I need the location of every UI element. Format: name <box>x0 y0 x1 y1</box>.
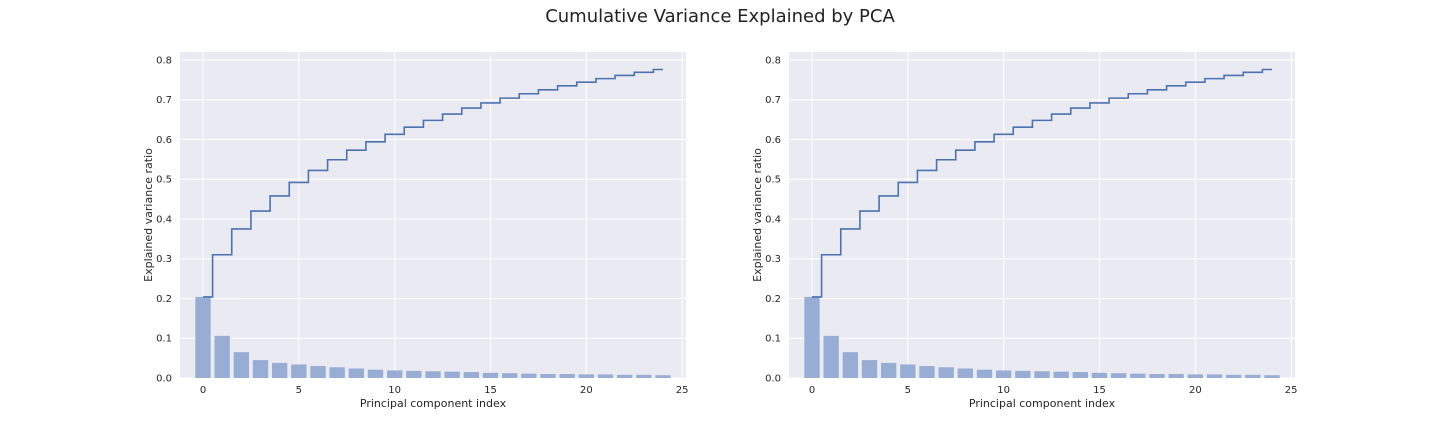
bar <box>406 370 422 378</box>
bar <box>1130 373 1146 378</box>
y-tick-label: 0.8 <box>156 55 172 66</box>
x-tick-label: 5 <box>905 385 911 396</box>
y-tick-label: 0.7 <box>765 95 781 106</box>
bar <box>233 352 249 378</box>
bar <box>502 373 518 378</box>
bar <box>1053 371 1069 378</box>
x-tick-label: 20 <box>580 385 593 396</box>
bar <box>1245 374 1261 378</box>
x-tick-labels: 0 5 10 15 20 25 <box>200 385 689 396</box>
bar-series <box>804 296 1280 378</box>
bar <box>919 366 935 378</box>
y-tick-label: 0.1 <box>156 334 172 345</box>
y-tick-label: 0.1 <box>765 334 781 345</box>
x-tick-label: 0 <box>809 385 815 396</box>
bar <box>559 374 575 378</box>
x-tick-label: 20 <box>1189 385 1202 396</box>
bar <box>655 375 671 378</box>
y-tick-label: 0.3 <box>156 254 172 265</box>
x-tick-label: 10 <box>388 385 401 396</box>
bar <box>367 369 384 378</box>
bar <box>387 370 403 378</box>
bar <box>976 369 993 378</box>
y-tick-label: 0.0 <box>156 374 172 385</box>
y-tick-label: 0.2 <box>156 294 172 305</box>
pca-chart-right: 0 5 10 15 20 25 0.0 0.1 0.2 0.3 0.4 0.5 0.6 0.7 0.8 Pri… <box>751 52 1298 410</box>
x-tick-label: 0 <box>200 385 206 396</box>
y-axis-label: Explained variance ratio <box>751 148 764 282</box>
bar <box>348 368 364 378</box>
bar <box>996 370 1012 378</box>
bar <box>842 352 858 378</box>
x-tick-labels: 0 5 10 15 20 25 <box>809 385 1298 396</box>
x-tick-label: 15 <box>1093 385 1106 396</box>
bar <box>938 367 954 378</box>
x-tick-label: 10 <box>997 385 1010 396</box>
x-tick-label: 5 <box>296 385 302 396</box>
bar <box>881 362 897 378</box>
y-tick-labels: 0.0 0.1 0.2 0.3 0.4 0.5 0.6 0.7 0.8 <box>765 55 781 384</box>
bar <box>578 374 594 378</box>
bar <box>1149 374 1165 378</box>
bar <box>252 360 269 378</box>
bar <box>1206 374 1223 378</box>
plot-background <box>789 52 1295 378</box>
bar-series <box>195 296 671 378</box>
y-tick-label: 0.7 <box>156 95 172 106</box>
pca-chart-left: 0 5 10 15 20 25 0.0 0.1 0.2 0.3 0.4 0.5 0.6 0.7 0.8 Pri… <box>142 52 689 410</box>
y-tick-label: 0.5 <box>765 175 781 186</box>
y-tick-label: 0.6 <box>156 135 172 146</box>
bar <box>861 360 878 378</box>
bar <box>1168 374 1184 378</box>
bar <box>272 362 288 378</box>
y-tick-label: 0.3 <box>765 254 781 265</box>
y-tick-label: 0.8 <box>765 55 781 66</box>
bar <box>195 296 211 378</box>
bar <box>957 368 973 378</box>
bar <box>291 364 307 378</box>
bar <box>636 374 652 378</box>
cumulative-step-line <box>203 68 663 298</box>
x-axis-label: Principal component index <box>360 397 507 410</box>
bar <box>482 372 499 378</box>
bar <box>540 374 556 378</box>
bar <box>1091 372 1108 378</box>
bar <box>425 371 441 378</box>
bar <box>1264 375 1280 378</box>
y-tick-label: 0.0 <box>765 374 781 385</box>
x-axis-label: Principal component index <box>969 397 1116 410</box>
bar <box>310 366 326 378</box>
bar <box>1111 373 1127 378</box>
y-tick-label: 0.6 <box>765 135 781 146</box>
y-axis-label: Explained variance ratio <box>142 148 155 282</box>
bar <box>823 335 839 378</box>
x-tick-label: 25 <box>676 385 689 396</box>
bar <box>900 364 916 378</box>
plot-background <box>180 52 686 378</box>
bar <box>214 335 230 378</box>
bar <box>329 367 345 378</box>
figure-title: Cumulative Variance Explained by PCA <box>545 6 895 27</box>
bar <box>1072 372 1088 378</box>
bar <box>1015 370 1031 378</box>
bar <box>444 371 460 378</box>
bar <box>597 374 614 378</box>
y-tick-labels: 0.0 0.1 0.2 0.3 0.4 0.5 0.6 0.7 0.8 <box>156 55 172 384</box>
bar <box>1187 374 1203 378</box>
cumulative-step-line <box>812 68 1272 298</box>
y-tick-label: 0.2 <box>765 294 781 305</box>
y-tick-label: 0.5 <box>156 175 172 186</box>
bar <box>804 296 820 378</box>
y-tick-label: 0.4 <box>156 214 172 225</box>
y-tick-label: 0.4 <box>765 214 781 225</box>
x-tick-label: 25 <box>1285 385 1298 396</box>
bar <box>521 373 537 378</box>
bar <box>1226 374 1242 378</box>
bar <box>1034 371 1050 378</box>
bar <box>617 374 633 378</box>
bar <box>463 372 479 378</box>
x-tick-label: 15 <box>484 385 497 396</box>
